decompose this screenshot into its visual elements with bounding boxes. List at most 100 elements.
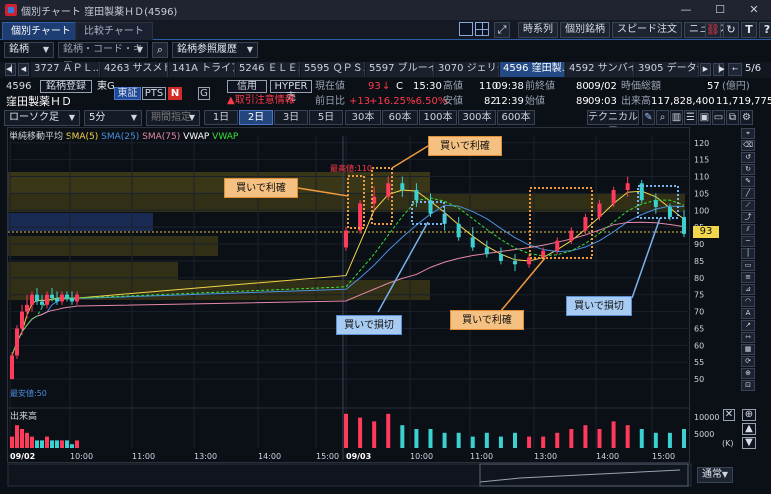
grid-layout-icon[interactable] bbox=[475, 22, 489, 36]
maximize-button[interactable]: ☐ bbox=[715, 3, 725, 16]
range-30[interactable]: 30本 bbox=[345, 110, 381, 125]
crosshair-icon[interactable]: ⌖ bbox=[741, 128, 755, 139]
overview-line bbox=[479, 469, 681, 483]
first-page-icon[interactable]: ◀▏ bbox=[5, 63, 17, 76]
range-1day[interactable]: 1日 bbox=[204, 110, 238, 125]
stock-tab-3070[interactable]: 3070 ジェリー... bbox=[435, 62, 499, 77]
hline-icon[interactable]: ─ bbox=[741, 236, 755, 247]
search-chart-icon[interactable]: ⌕ bbox=[656, 110, 669, 125]
time-series-button[interactable]: 時系列 bbox=[518, 22, 558, 38]
minimize-button[interactable]: — bbox=[680, 3, 692, 16]
copy-icon[interactable]: ⧉ bbox=[726, 110, 739, 125]
volume-bar bbox=[60, 440, 64, 448]
close-volume-icon[interactable]: ✕ bbox=[723, 409, 735, 421]
mode-select[interactable]: 通常 ▼ bbox=[697, 467, 733, 483]
individual-stock-button[interactable]: 個別銘柄 bbox=[560, 22, 610, 38]
save-icon[interactable]: ▣ bbox=[698, 110, 711, 125]
candle-body bbox=[682, 217, 686, 234]
line-icon[interactable]: ╱ bbox=[741, 188, 755, 199]
overview-navigator[interactable] bbox=[7, 463, 692, 487]
text-icon[interactable]: T bbox=[741, 22, 757, 38]
folder-icon[interactable]: ▭ bbox=[712, 110, 725, 125]
expand-icon[interactable]: ⤢ bbox=[494, 22, 510, 38]
undo-icon[interactable]: ↺ bbox=[741, 152, 755, 163]
stock-tab-5595[interactable]: 5595 ＱＰＳ... bbox=[301, 62, 365, 77]
back-icon[interactable]: ← bbox=[728, 63, 742, 76]
stock-tab-3905[interactable]: 3905 データセ... bbox=[635, 62, 699, 77]
volume-bar bbox=[400, 425, 405, 448]
prev-page-icon[interactable]: ◀ bbox=[18, 63, 29, 76]
overview-window[interactable] bbox=[479, 463, 689, 487]
pts-button[interactable]: PTS bbox=[142, 87, 166, 100]
range-300[interactable]: 300本 bbox=[458, 110, 496, 125]
panel-down-icon[interactable]: ▼ bbox=[742, 437, 756, 449]
fan-icon[interactable]: ⊿ bbox=[741, 284, 755, 295]
single-layout-icon[interactable] bbox=[459, 22, 473, 36]
stock-tab-3727[interactable]: 3727 ＡＰＬ... bbox=[31, 62, 100, 77]
delete-icon[interactable]: ⌫ bbox=[741, 140, 755, 151]
callout-buy-loss-1: 買いで損切 bbox=[336, 315, 402, 335]
speed-order-button[interactable]: スピード注文 bbox=[612, 22, 682, 38]
tse-button[interactable]: 東証 bbox=[114, 87, 141, 100]
range-2day[interactable]: 2日 bbox=[239, 110, 273, 125]
range-100[interactable]: 100本 bbox=[419, 110, 457, 125]
register-button[interactable]: 銘柄登録 bbox=[40, 80, 92, 93]
pencil-icon[interactable]: ✎ bbox=[741, 176, 755, 187]
range-600[interactable]: 600本 bbox=[497, 110, 535, 125]
close-button[interactable]: ✕ bbox=[749, 3, 759, 16]
panel-up-icon[interactable]: ▲ bbox=[742, 423, 756, 435]
measure-icon[interactable]: ⇿ bbox=[741, 332, 755, 343]
news-badge[interactable]: N bbox=[168, 87, 182, 100]
channel-icon[interactable]: ⫽ bbox=[741, 224, 755, 235]
next-page-icon[interactable]: ▶ bbox=[700, 63, 711, 76]
tab-compare-chart[interactable]: 比較チャート bbox=[75, 22, 153, 40]
rect-icon[interactable]: ▭ bbox=[741, 260, 755, 271]
history-select[interactable]: 銘柄参照履歴 ▼ bbox=[172, 42, 258, 58]
vline-icon[interactable]: │ bbox=[741, 248, 755, 259]
interval-select[interactable]: 5分 ▼ bbox=[84, 110, 142, 126]
search-icon[interactable]: ⌕ bbox=[152, 42, 168, 58]
stock-tab-5246[interactable]: 5246 ＥＬＥ... bbox=[236, 62, 300, 77]
arc-icon[interactable]: ◠ bbox=[741, 296, 755, 307]
candle-body bbox=[60, 294, 64, 302]
kind-select[interactable]: 銘柄 ▼ bbox=[4, 42, 54, 58]
candle-body bbox=[25, 304, 29, 312]
range-3day[interactable]: 3日 bbox=[274, 110, 308, 125]
range-5day[interactable]: 5日 bbox=[309, 110, 343, 125]
grid-icon[interactable]: ▦ bbox=[741, 344, 755, 355]
text-tool-icon[interactable]: A bbox=[741, 308, 755, 319]
stock-tab-141a[interactable]: 141A トライアル bbox=[169, 62, 235, 77]
list-icon[interactable]: ☰ bbox=[684, 110, 697, 125]
redo-icon[interactable]: ↻ bbox=[741, 164, 755, 175]
candle-body bbox=[470, 237, 475, 248]
period-select[interactable]: 期間指定 ▼ bbox=[146, 110, 200, 126]
g-badge[interactable]: G bbox=[198, 87, 210, 100]
last-page-icon[interactable]: ▕▶ bbox=[713, 63, 725, 76]
range-60[interactable]: 60本 bbox=[382, 110, 418, 125]
draw-icon[interactable]: ✎ bbox=[642, 110, 655, 125]
ray-icon[interactable]: ⟋ bbox=[741, 200, 755, 211]
link-icon[interactable]: ⛓ bbox=[705, 22, 721, 38]
zoom-icon[interactable]: ⊕ bbox=[741, 368, 755, 379]
stock-tab-4592[interactable]: 4592 サンバイオ bbox=[566, 62, 634, 77]
low-time: 12:39 bbox=[495, 96, 524, 107]
fib-icon[interactable]: ≡ bbox=[741, 272, 755, 283]
trend-icon[interactable]: ⤴ bbox=[741, 212, 755, 223]
settings-icon[interactable]: ⚙ bbox=[740, 110, 753, 125]
help-icon[interactable]: ? bbox=[759, 22, 771, 38]
stock-tab-4596[interactable]: 4596 窪田製... bbox=[500, 62, 565, 77]
lock-icon[interactable]: ⊡ bbox=[741, 380, 755, 391]
bar-icon[interactable]: ▥ bbox=[670, 110, 683, 125]
candle-type-select[interactable]: ローソク足 ▼ bbox=[4, 110, 80, 126]
stock-tab-5597[interactable]: 5597 ブルーイノベ bbox=[366, 62, 434, 77]
panel-tool-icon[interactable]: ⊕ bbox=[742, 409, 756, 421]
warning-label[interactable]: ▲取引注意情報 bbox=[227, 94, 295, 108]
cycle-icon[interactable]: ⟳ bbox=[741, 356, 755, 367]
refresh-icon[interactable]: ↻ bbox=[723, 22, 739, 38]
turnover-value: 11,719,775 bbox=[716, 96, 771, 107]
volume-bar bbox=[40, 440, 44, 448]
arrow-icon[interactable]: ↗ bbox=[741, 320, 755, 331]
callout-buy-profit-3: 買いで利確 bbox=[450, 310, 524, 330]
stock-tab-4263[interactable]: 4263 サスメド bbox=[101, 62, 168, 77]
